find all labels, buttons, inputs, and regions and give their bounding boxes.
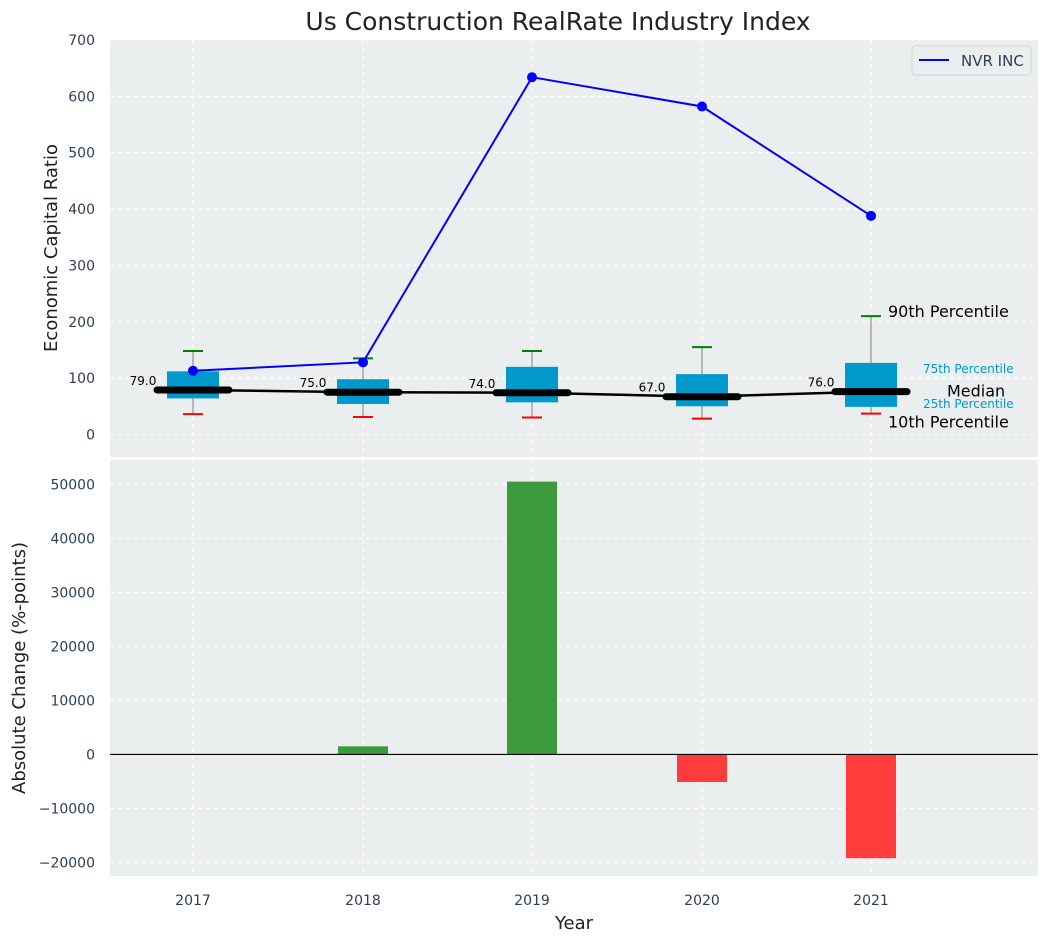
bottom-y-tick-label: 40000 — [50, 531, 95, 547]
bottom-plot-background — [110, 460, 1038, 876]
top-y-axis-label: Economic Capital Ratio — [41, 144, 62, 352]
x-tick-label: 2019 — [514, 893, 550, 909]
x-tick-label: 2020 — [684, 893, 720, 909]
legend-box — [911, 45, 1032, 76]
x-tick-label: 2018 — [345, 893, 381, 909]
median-value-label: 79.0 — [130, 374, 157, 388]
bottom-y-ticks: −20000 −10000 0 10000 20000 30000 40000 50000 — [39, 477, 95, 871]
bottom-y-tick-label: 50000 — [50, 477, 95, 493]
bottom-y-axis-label: Absolute Change (%-points) — [9, 542, 30, 794]
change-bar — [846, 754, 896, 859]
company-point — [527, 72, 537, 83]
company-point — [697, 101, 707, 112]
company-point — [358, 357, 368, 368]
bottom-y-tick-label: −10000 — [39, 801, 95, 817]
iqr-box — [845, 362, 897, 407]
p25-annotation: 25th Percentile — [923, 397, 1014, 411]
company-point — [866, 210, 876, 221]
iqr-box — [167, 371, 219, 399]
change-bar — [677, 754, 727, 782]
top-y-tick-label: 500 — [68, 146, 95, 162]
bottom-y-tick-label: −20000 — [39, 855, 95, 871]
chart-title: Us Construction RealRate Industry Index — [305, 7, 810, 36]
top-y-tick-label: 300 — [68, 258, 95, 274]
top-y-tick-label: 100 — [68, 371, 95, 387]
top-y-tick-label: 400 — [68, 202, 95, 218]
iqr-box — [506, 366, 558, 403]
top-y-tick-label: 700 — [68, 33, 95, 49]
x-tick-label: 2017 — [175, 893, 211, 909]
p10-annotation: 10th Percentile — [888, 413, 1009, 432]
top-y-tick-label: 200 — [68, 315, 95, 331]
p75-annotation: 75th Percentile — [923, 362, 1014, 376]
company-series — [188, 72, 876, 376]
bottom-y-tick-label: 10000 — [50, 693, 95, 709]
median-value-label: 67.0 — [639, 381, 666, 395]
median-annotation: Median — [947, 382, 1005, 401]
top-y-tick-label: 0 — [86, 427, 95, 443]
change-bar — [338, 746, 388, 755]
legend-label: NVR INC — [961, 52, 1024, 70]
percentile-annotations: 90th Percentile 75th Percentile Median25th… — [888, 302, 1014, 431]
legend: NVR INC — [911, 45, 1032, 76]
bottom-y-tick-label: 30000 — [50, 585, 95, 601]
p90-annotation: 90th Percentile — [888, 302, 1009, 321]
top-y-ticks: 0 100 200 300 400 500 600 700 — [68, 33, 95, 443]
median-value-label: 74.0 — [469, 377, 496, 391]
median-value-label: 75.0 — [300, 376, 327, 390]
median-trend-line — [192, 388, 872, 398]
x-tick-label: 2021 — [853, 893, 889, 909]
median-line — [192, 388, 872, 398]
median-value-label: 76.0 — [808, 376, 835, 390]
top-y-tick-label: 600 — [68, 89, 95, 105]
iqr-box — [676, 374, 728, 407]
company-point — [188, 365, 198, 376]
bottom-y-tick-label: 0 — [86, 747, 95, 763]
x-ticks: 2017 2018 2019 2020 2021 — [175, 893, 889, 909]
bottom-y-tick-label: 20000 — [50, 639, 95, 655]
x-axis-label: Year — [554, 913, 594, 934]
change-bar — [507, 481, 557, 755]
change-bars — [110, 481, 1038, 859]
